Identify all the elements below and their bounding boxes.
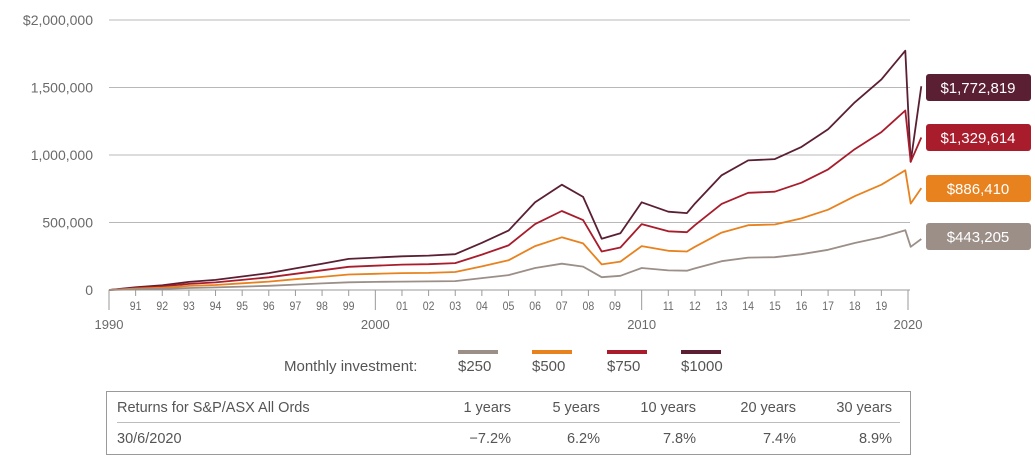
x-tick-label: 03 (449, 300, 461, 313)
y-tick-label: 500,000 (42, 215, 93, 231)
legend-title: Monthly investment: (284, 358, 418, 375)
x-tick-label: 09 (609, 300, 621, 313)
end-label-value: $443,205 (947, 229, 1010, 246)
y-tick-label: 1,500,000 (31, 80, 93, 96)
end-label-value: $886,410 (947, 181, 1010, 198)
x-tick-label: 07 (556, 300, 568, 313)
x-tick-label: 98 (316, 300, 328, 313)
x-tick-label: 18 (849, 300, 861, 313)
x-major-tick-label: 2010 (627, 317, 656, 332)
gridlines (109, 19, 910, 291)
x-tick-label: 08 (583, 300, 595, 313)
returns-col-header: 20 years (740, 400, 796, 416)
legend-text: $750 (607, 358, 641, 375)
x-tick-label: 96 (263, 300, 275, 313)
y-tick-label: 1,000,000 (31, 147, 93, 163)
returns-col-header: 5 years (552, 400, 600, 416)
returns-date-label: 30/6/2020 (117, 431, 182, 447)
x-tick-label: 06 (529, 300, 541, 313)
series-line-1000 (108, 49, 923, 291)
x-major-tick-label: 1990 (95, 317, 124, 332)
returns-value: 6.2% (566, 431, 600, 447)
returns-col-header: 30 years (836, 400, 892, 416)
returns-col-header: 10 years (640, 400, 696, 416)
legend-swatch (681, 350, 721, 354)
legend-text: $1000 (681, 358, 723, 375)
end-label-box (926, 223, 1031, 250)
x-tick-label: 19 (875, 300, 887, 313)
x-major-tick-label: 2020 (894, 317, 923, 332)
returns-value: 7.4% (762, 431, 796, 447)
legend-swatch (607, 350, 647, 354)
legend-text: $250 (458, 358, 492, 375)
legend-swatch (458, 350, 498, 354)
x-tick-label: 04 (476, 300, 488, 313)
end-label-box (926, 74, 1031, 101)
y-tick-label: $2,000,000 (23, 12, 93, 28)
series-line-500 (108, 169, 923, 291)
legend: Monthly investment: $250 $500 $750 $1000 (0, 350, 1035, 380)
x-axis: 91 92 93 94 95 96 97 98 99 01 02 03 04 05 06 07 08 09 11 12… (95, 290, 923, 332)
y-tick-label: 0 (85, 282, 93, 298)
returns-header-label: Returns for S&P/ASX All Ords (117, 400, 310, 416)
x-tick-label: 14 (742, 300, 754, 313)
x-tick-label: 97 (290, 300, 302, 313)
end-label-box (926, 175, 1031, 202)
x-tick-label: 02 (423, 300, 435, 313)
x-tick-label: 01 (396, 300, 408, 313)
x-tick-label: 91 (130, 300, 142, 313)
end-value-labels: $1,772,819 $1,329,614 $886,410 $443,205 (926, 74, 1031, 250)
y-axis-ticks: 0 500,000 1,000,000 1,500,000 $2,000,000 (23, 12, 93, 298)
x-tick-label: 17 (822, 300, 834, 313)
returns-value: −7.2% (469, 431, 511, 447)
x-tick-label: 16 (796, 300, 808, 313)
returns-value-row: 30/6/2020 −7.2% 6.2% 7.8% 7.4% 8.9% (117, 423, 900, 453)
x-tick-label: 99 (343, 300, 355, 313)
series-lines (108, 49, 923, 291)
returns-value: 8.9% (858, 431, 892, 447)
x-tick-label: 15 (769, 300, 781, 313)
x-tick-label: 12 (689, 300, 701, 313)
end-label-box (926, 124, 1031, 151)
x-tick-label: 92 (156, 300, 168, 313)
x-tick-label: 93 (183, 300, 195, 313)
returns-table: Returns for S&P/ASX All Ords 1 years 5 y… (106, 391, 911, 455)
x-tick-label: 13 (716, 300, 728, 313)
x-tick-label: 95 (236, 300, 248, 313)
x-tick-label: 05 (503, 300, 515, 313)
series-line-750 (108, 109, 923, 291)
returns-col-header: 1 years (463, 400, 511, 416)
returns-header-row: Returns for S&P/ASX All Ords 1 years 5 y… (117, 392, 900, 423)
end-label-value: $1,329,614 (940, 130, 1015, 147)
returns-value: 7.8% (662, 431, 696, 447)
series-line-250 (108, 229, 922, 291)
x-tick-label: 11 (663, 300, 674, 313)
legend-swatch (532, 350, 572, 354)
x-major-tick-label: 2000 (361, 317, 390, 332)
end-label-value: $1,772,819 (940, 80, 1015, 97)
legend-text: $500 (532, 358, 566, 375)
x-tick-label: 94 (210, 300, 222, 313)
